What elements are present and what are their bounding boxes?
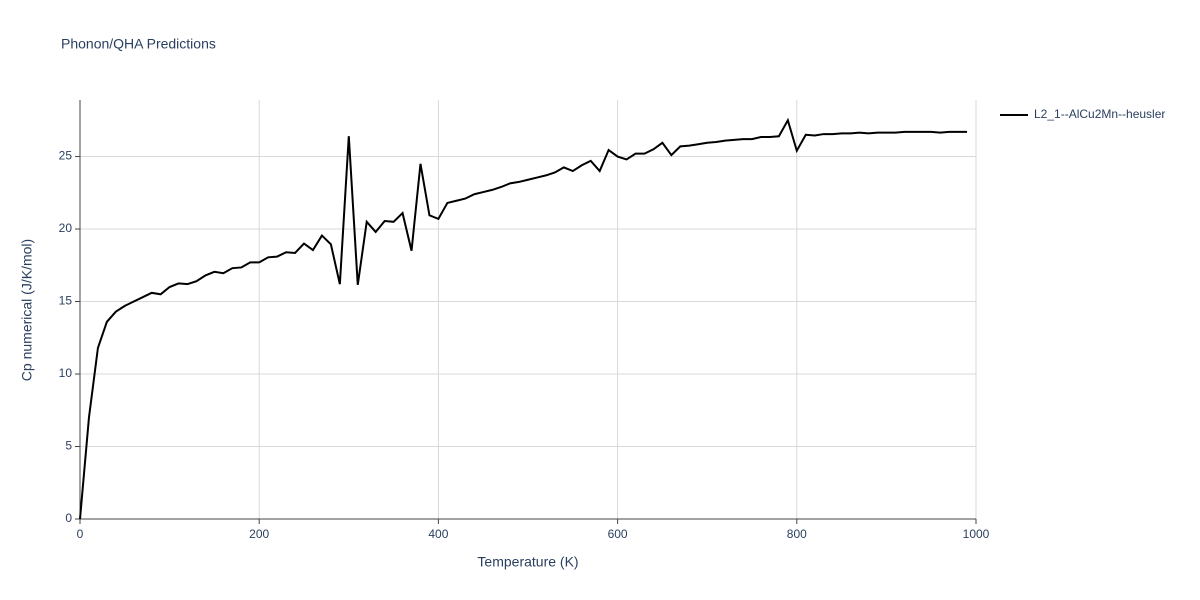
x-tick-label: 600 <box>608 527 628 541</box>
y-tick-label: 0 <box>65 511 72 525</box>
x-tick-label: 0 <box>77 527 84 541</box>
x-tick-label: 1000 <box>963 527 990 541</box>
y-axis-label: Cp numerical (J/K/mol) <box>19 239 35 381</box>
y-tick-label: 25 <box>59 149 73 163</box>
x-axis-label: Temperature (K) <box>477 554 578 570</box>
legend-label: L2_1--AlCu2Mn--heusler <box>1034 107 1165 121</box>
x-tick-label: 800 <box>787 527 807 541</box>
y-tick-label: 20 <box>59 221 73 235</box>
y-tick-label: 15 <box>59 294 73 308</box>
x-tick-label: 400 <box>428 527 448 541</box>
x-tick-label: 200 <box>249 527 269 541</box>
y-tick-label: 10 <box>59 366 73 380</box>
data-line <box>79 117 968 520</box>
chart-title: Phonon/QHA Predictions <box>61 36 216 52</box>
y-tick-label: 5 <box>65 439 72 453</box>
